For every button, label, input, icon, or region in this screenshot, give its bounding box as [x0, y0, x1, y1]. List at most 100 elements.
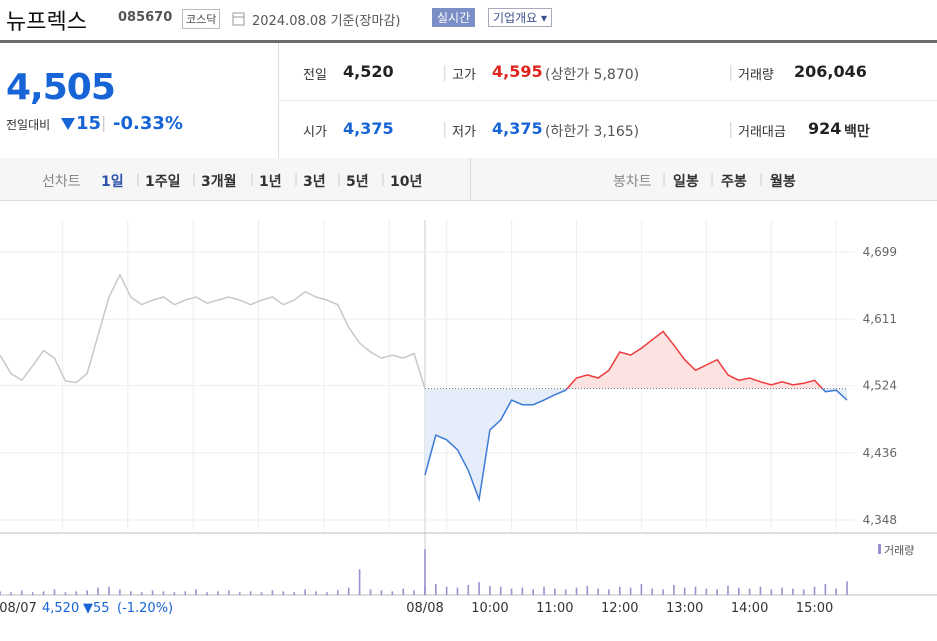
- volume-bar: [304, 589, 306, 595]
- volume-bar: [217, 591, 219, 595]
- prev-rate: (-1.20%): [117, 601, 173, 616]
- volume-bar: [532, 589, 535, 595]
- volume-bar: [10, 592, 12, 595]
- sep: |: [192, 172, 197, 186]
- volume-bar: [694, 586, 697, 595]
- volume-bar: [238, 592, 241, 595]
- volume-bar: [478, 582, 480, 595]
- volume-bar: [813, 586, 816, 595]
- quote-panel: 4,505 전일대비 15 | -0.33% 전일 4,520 | 고가 4,5…: [0, 43, 937, 159]
- area-up: [425, 331, 847, 389]
- x-tick-label: 08/07: [0, 601, 37, 616]
- volume-bar: [326, 592, 328, 595]
- volume-bar: [640, 584, 643, 595]
- down-icon: [61, 118, 75, 130]
- tab-group-label: 봉차트: [613, 174, 652, 190]
- sep: |: [337, 172, 342, 186]
- calendar-icon: [232, 12, 245, 26]
- candle-tab[interactable]: 월봉: [770, 174, 796, 190]
- volume-bar: [564, 589, 567, 595]
- volume-bar: [369, 589, 372, 595]
- period-tab[interactable]: 1일: [101, 174, 124, 190]
- divider: [279, 100, 937, 101]
- y-tick-label: 4,436: [863, 446, 897, 460]
- header: 뉴프렉스 085670 코스닥 2024.08.08 기준(장마감) 실시간 기…: [0, 0, 937, 43]
- period-tab[interactable]: 10년: [390, 174, 423, 190]
- volume-bar: [467, 584, 470, 595]
- volume-bar: [20, 590, 23, 595]
- volume-bar: [206, 592, 208, 595]
- volume-bar: [618, 586, 621, 595]
- price-line-up: [566, 330, 824, 389]
- period-tab[interactable]: 1주일: [145, 174, 181, 190]
- volume-bar: [119, 589, 121, 595]
- stock-name: 뉴프렉스: [6, 10, 87, 35]
- volume-bar: [575, 587, 578, 595]
- volume-bar: [499, 586, 502, 595]
- x-tick-label: 08/08: [406, 601, 443, 616]
- sep: |: [728, 62, 734, 81]
- prev-close: 4,520: [42, 601, 79, 616]
- volume-bar: [608, 589, 610, 595]
- period-tab[interactable]: 1년: [259, 174, 282, 190]
- market-tag: 코스닥: [182, 9, 221, 29]
- overview-button[interactable]: 기업개요 ▾: [488, 8, 553, 27]
- sep: |: [728, 119, 734, 138]
- volume-bar: [380, 590, 383, 595]
- volume-bar: [846, 581, 848, 595]
- volume-bar: [31, 592, 34, 595]
- volume-bar: [184, 591, 187, 595]
- prev-change: ▼55: [83, 601, 110, 616]
- volume-bar: [195, 589, 197, 595]
- volume-bar: [140, 592, 143, 595]
- volume-bar: [42, 591, 45, 595]
- label: 거래량: [738, 68, 774, 83]
- x-tick-label: 13:00: [666, 601, 703, 616]
- volume-bar: [673, 584, 675, 595]
- value: 4,375: [343, 119, 394, 138]
- volume-bar: [489, 585, 491, 595]
- volume-bar: [727, 585, 729, 595]
- volume-bar: [835, 588, 837, 595]
- volume-bar: [282, 591, 285, 595]
- note: (하한가 3,165): [545, 124, 640, 140]
- candle-tab[interactable]: 일봉: [673, 174, 699, 190]
- note: (상한가 5,870): [545, 67, 640, 83]
- volume-bar: [737, 587, 740, 595]
- realtime-button[interactable]: 실시간: [432, 8, 476, 27]
- overview-label: 기업개요: [493, 11, 538, 25]
- volume-bar: [53, 589, 56, 595]
- volume-bar: [173, 592, 176, 595]
- y-tick-label: 4,611: [863, 312, 897, 326]
- sep: |: [294, 172, 299, 186]
- area-down: [425, 388, 847, 500]
- sep: |: [101, 113, 107, 132]
- price-line-down: [424, 388, 848, 503]
- value: 4,375: [492, 119, 543, 138]
- volume-bar: [64, 592, 67, 595]
- y-tick-label: 4,524: [863, 379, 897, 393]
- sep: |: [250, 172, 255, 186]
- volume-bar: [456, 587, 459, 595]
- volume-bar: [249, 591, 252, 595]
- change-label: 전일대비: [6, 118, 51, 132]
- volume-bar: [391, 591, 394, 595]
- volume-bar: [792, 588, 794, 595]
- chart: 4,348 4,436 4,524 4,611 4,699 08/07 08/08 10:00…: [0, 220, 937, 616]
- volume-bar: [413, 590, 415, 595]
- volume-bar: [0, 591, 1, 595]
- period-tab[interactable]: 3개월: [201, 174, 237, 190]
- volume-bar: [162, 591, 165, 595]
- volume-bar: [151, 590, 154, 595]
- tab-bar: 선차트 1일 1주일 | 3개월 | 1년 | 3년 | 5년 | 10년 | 봉차트 일봉 | 주봉 | 월봉 |: [0, 158, 937, 201]
- period-tab[interactable]: 5년: [346, 174, 369, 190]
- price-line: [0, 273, 426, 389]
- period-tab[interactable]: 3년: [303, 174, 326, 190]
- candle-tab[interactable]: 주봉: [721, 174, 747, 190]
- y-tick-label: 4,699: [863, 245, 897, 259]
- volume-bar: [705, 588, 708, 595]
- current-price: 4,505: [6, 67, 116, 108]
- sep: |: [662, 172, 667, 186]
- volume-bar: [521, 587, 524, 595]
